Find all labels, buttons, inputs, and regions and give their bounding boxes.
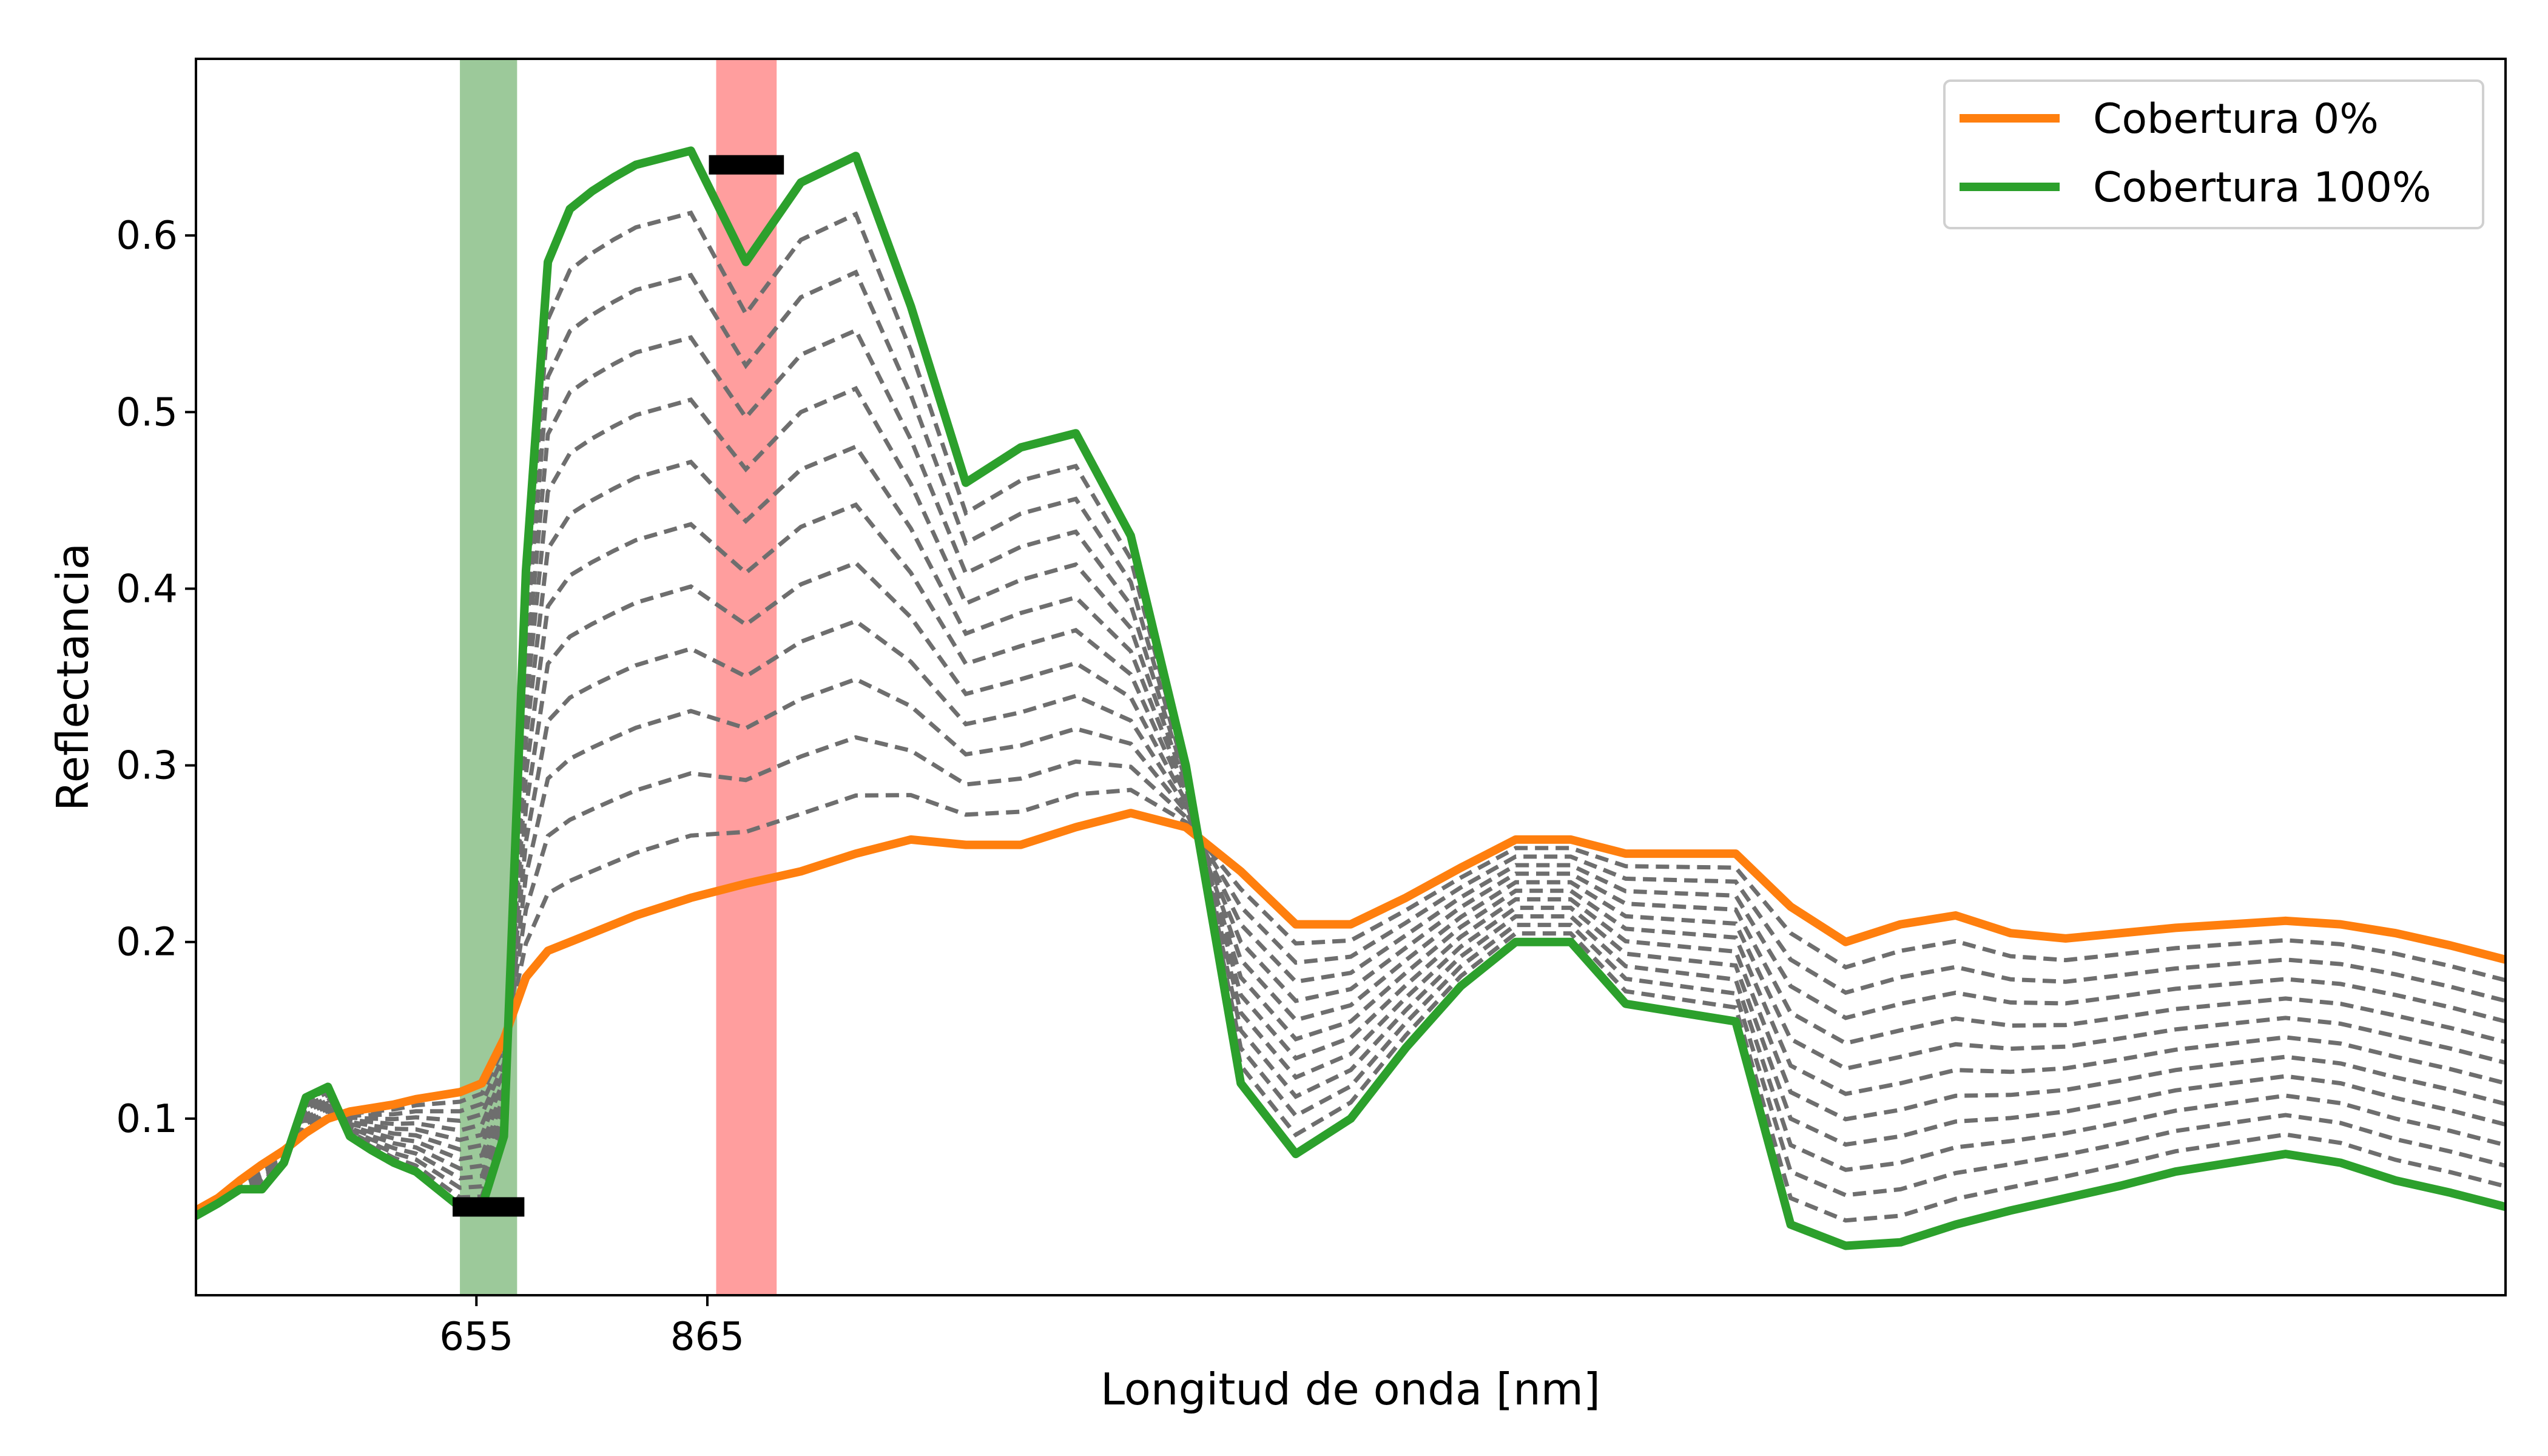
- band-marker-865: [709, 155, 784, 175]
- intermediate-curve-2: [196, 735, 2506, 1213]
- plot-background: [196, 59, 2506, 1295]
- series-line-1: [196, 146, 2506, 1250]
- legend-box: [1943, 79, 2484, 229]
- y-tick-label: 0.6: [116, 214, 178, 258]
- y-tick-label: 0.5: [116, 390, 178, 435]
- series-layer: [196, 146, 2506, 1250]
- y-tick-label: 0.3: [116, 744, 178, 789]
- legend-label-cobertura-0: Cobertura 0%: [2093, 95, 2379, 143]
- legend-label-cobertura-100: Cobertura 100%: [2093, 164, 2431, 212]
- y-tick-label: 0.2: [116, 920, 178, 965]
- band-markers: [453, 155, 784, 1217]
- intermediate-curve-10: [196, 269, 2506, 1217]
- intermediate-curve-8: [196, 386, 2506, 1216]
- x-tick-label: 865: [670, 1315, 744, 1360]
- intermediate-curve-1: [196, 787, 2506, 1213]
- intermediate-curve-5: [196, 560, 2506, 1215]
- x-axis-label: Longitud de onda [nm]: [1100, 1364, 1600, 1415]
- y-axis: 0.1 0.2 0.3 0.4 0.5 0.6: [116, 214, 196, 1142]
- y-axis-label: Reflectancia: [47, 543, 98, 811]
- band-marker-655: [453, 1197, 525, 1217]
- intermediate-curve-9: [196, 328, 2506, 1216]
- plot-frame: [195, 58, 2507, 1296]
- band-865: [716, 59, 777, 1295]
- series-line-0: [196, 809, 2506, 1215]
- legend: Cobertura 0% Cobertura 100%: [1943, 79, 2484, 229]
- intermediate-curve-6: [196, 502, 2506, 1215]
- y-tick-label: 0.1: [116, 1097, 178, 1142]
- x-axis: 655 865: [439, 1295, 744, 1360]
- x-tick-label: 655: [439, 1315, 513, 1360]
- intermediate-curve-7: [196, 443, 2506, 1216]
- y-tick-label: 0.4: [116, 567, 178, 612]
- intermediate-curve-3: [196, 676, 2506, 1214]
